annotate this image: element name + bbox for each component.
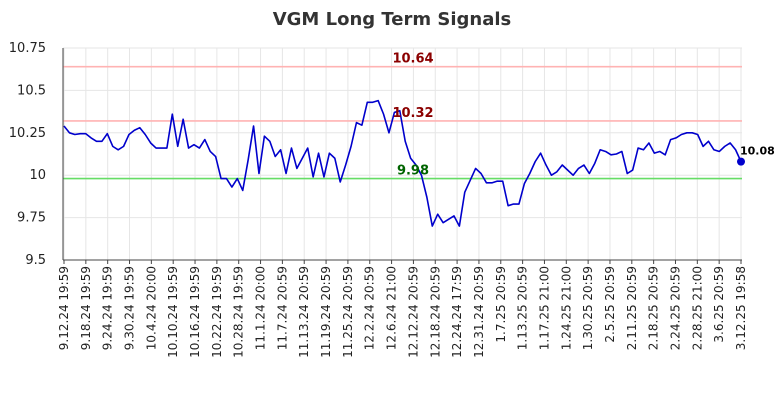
- x-tick-label: 1.13.25 20:59: [516, 266, 530, 350]
- y-tick-label: 9.5: [25, 253, 46, 268]
- x-tick-label: 2.18.25 20:59: [647, 266, 661, 350]
- series-line: [63, 99, 742, 227]
- reference-line-label: 10.32: [392, 106, 433, 121]
- x-tick-label: 2.11.25 20:59: [625, 266, 639, 350]
- x-tick-label: 3.6.25 20:59: [712, 266, 726, 343]
- x-tick-label: 9.12.24 19:59: [57, 266, 71, 350]
- x-tick-label: 9.18.24 19:59: [79, 266, 93, 350]
- y-tick-label: 10.5: [17, 83, 46, 98]
- x-tick-label: 10.28.24 19:59: [232, 266, 246, 358]
- last-value-label: 10.08: [740, 145, 775, 158]
- axes: 9.5 9.75 10 10.25 10.5 10.75 9.12.24 19:59 9.18…: [9, 41, 748, 358]
- x-tick-label: 12.18.24 20:59: [428, 266, 442, 358]
- x-tick-label: 11.25.24 20:59: [341, 266, 355, 358]
- labels: 10.64 10.32 9.98 10.08: [392, 52, 774, 179]
- x-tick-label: 1.7.25 20:59: [494, 266, 508, 343]
- x-tick-label: 11.13.24 20:59: [297, 266, 311, 358]
- series: [63, 99, 745, 227]
- y-tick-label: 9.75: [17, 211, 46, 226]
- x-tick-label: 1.24.25 21:00: [559, 266, 573, 350]
- grid: [63, 47, 742, 261]
- x-tick-label: 2.28.25 21:00: [690, 266, 704, 350]
- x-tick-label: 10.22.24 19:59: [210, 266, 224, 358]
- x-tick-label: 2.24.25 20:59: [668, 266, 682, 350]
- chart-title: VGM Long Term Signals: [273, 9, 512, 30]
- x-tick-label: 9.30.24 19:59: [123, 266, 137, 350]
- x-tick-label: 1.30.25 20:59: [581, 266, 595, 350]
- x-tick-label: 11.7.24 20:59: [275, 266, 289, 350]
- x-tick-label: 12.6.24 21:00: [385, 266, 399, 350]
- reference-lines: [63, 65, 742, 180]
- x-tick-label: 10.4.24 20:00: [144, 266, 158, 350]
- y-tick-label: 10.75: [9, 41, 46, 56]
- x-tick-label: 12.2.24 20:59: [363, 266, 377, 350]
- last-point-marker: [737, 157, 745, 166]
- reference-line-label: 10.64: [392, 52, 433, 67]
- x-tick-label: 12.31.24 20:59: [472, 266, 486, 358]
- x-tick-label: 11.1.24 20:00: [254, 266, 268, 350]
- x-tick-label: 10.10.24 19:59: [166, 266, 180, 358]
- reference-line-label: 9.98: [397, 164, 429, 179]
- x-tick-label: 10.16.24 19:59: [188, 266, 202, 358]
- x-tick-label: 3.12.25 19:58: [734, 266, 748, 350]
- x-tick-label: 12.24.24 17:59: [450, 266, 464, 358]
- x-tick-label: 2.5.25 20:59: [603, 266, 617, 343]
- x-tick-label: 11.19.24 20:59: [319, 266, 333, 358]
- x-tick-label: 9.24.24 19:59: [101, 266, 115, 350]
- x-tick-label: 1.17.25 21:00: [537, 266, 551, 350]
- x-tick-label: 12.12.24 20:59: [406, 266, 420, 358]
- y-tick-label: 10: [29, 168, 46, 183]
- y-tick-label: 10.25: [9, 126, 46, 141]
